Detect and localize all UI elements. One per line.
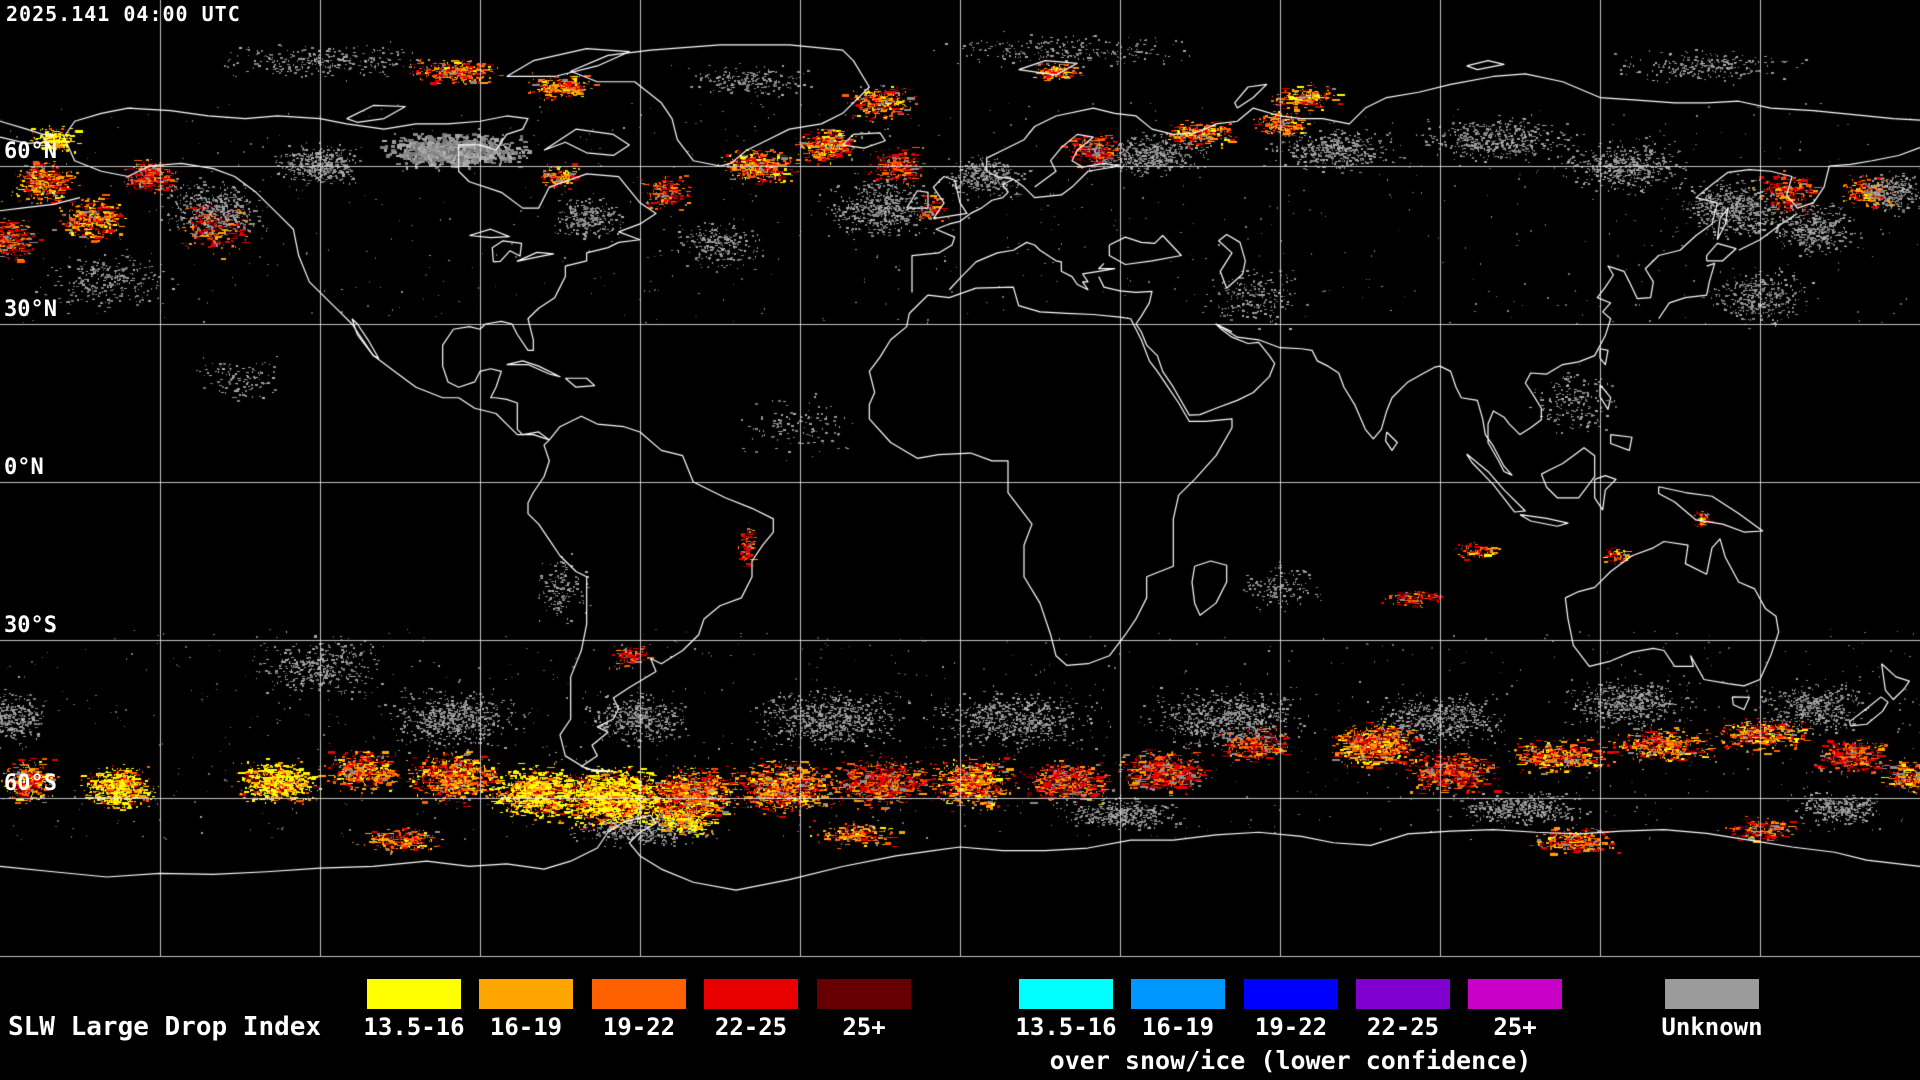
legend-label-snowice-19-22: 19-22 [1254, 1013, 1328, 1041]
legend-label-standard-16-19: 16-19 [489, 1013, 563, 1041]
legend-swatch-snowice-22-25 [1356, 979, 1450, 1009]
legend-label-standard-22-25: 22-25 [714, 1013, 788, 1041]
legend-swatch-snowice-13-5-16 [1019, 979, 1113, 1009]
legend-swatch-standard-13-5-16 [367, 979, 461, 1009]
legend-swatch-unknown [1665, 979, 1759, 1009]
legend-label-standard-25plus: 25+ [842, 1013, 886, 1041]
lat-label-60n: 60°N [4, 139, 57, 164]
legend-swatch-snowice-25plus [1468, 979, 1562, 1009]
legend-caption-snowice: over snow/ice (lower confidence) [1049, 1046, 1532, 1075]
legend-swatch-standard-25plus [817, 979, 911, 1009]
lat-label-30n: 30°N [4, 297, 57, 322]
lat-label-30s: 30°S [4, 613, 57, 638]
legend-label-snowice-13-5-16: 13.5-16 [1015, 1013, 1117, 1041]
lat-label-60s: 60°S [4, 771, 57, 796]
legend-swatch-standard-19-22 [592, 979, 686, 1009]
legend-swatch-snowice-19-22 [1244, 979, 1338, 1009]
legend-swatch-standard-22-25 [704, 979, 798, 1009]
legend-label-unknown: Unknown [1661, 1013, 1763, 1041]
legend-label-snowice-16-19: 16-19 [1141, 1013, 1215, 1041]
timestamp: 2025.141 04:00 UTC [6, 2, 241, 26]
legend-swatch-snowice-16-19 [1131, 979, 1225, 1009]
legend-label-standard-13-5-16: 13.5-16 [363, 1013, 465, 1041]
legend-swatch-standard-16-19 [479, 979, 573, 1009]
lat-label-0n: 0°N [4, 455, 44, 480]
legend-label-snowice-25plus: 25+ [1493, 1013, 1537, 1041]
legend-label-snowice-22-25: 22-25 [1366, 1013, 1440, 1041]
legend-label-standard-19-22: 19-22 [602, 1013, 676, 1041]
legend-title: SLW Large Drop Index [8, 1012, 322, 1042]
